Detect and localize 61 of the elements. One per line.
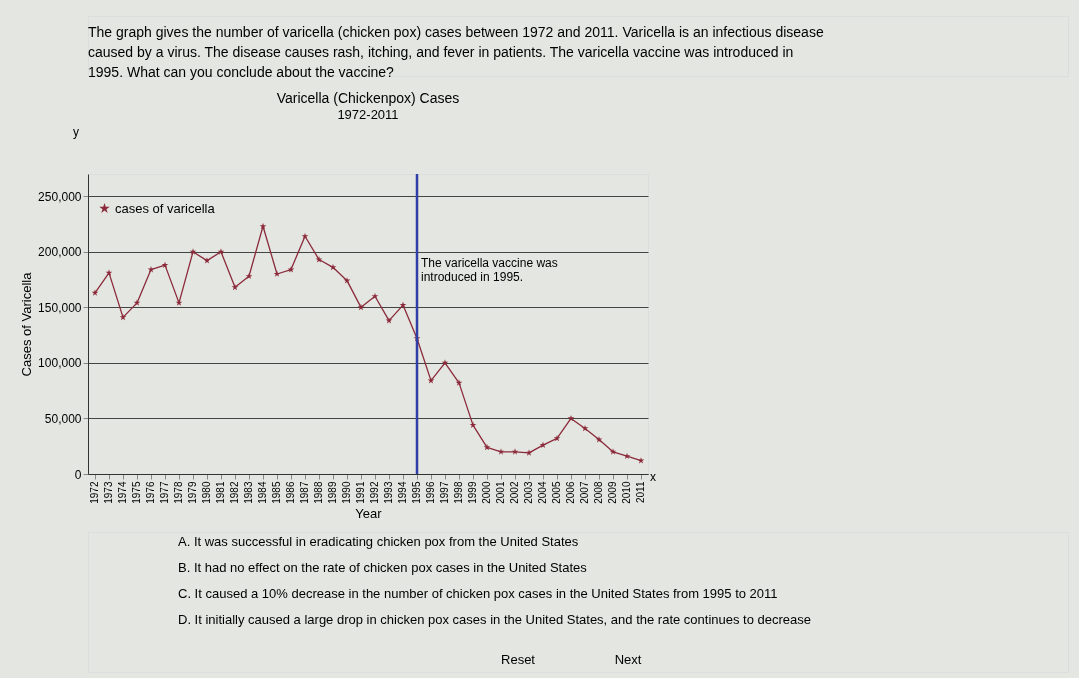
y-tick-label: 100,000 [38,356,82,371]
x-tick-label: 2001 [495,481,506,504]
x-tick-label: 1973 [103,481,114,504]
x-tick-label: 1993 [383,481,394,504]
y-tick-label: 150,000 [38,300,82,315]
y-tick-label: 0 [74,467,82,482]
x-tick-label: 2000 [481,481,492,504]
chart-title: Varicella (Chickenpox) Cases [276,90,460,106]
x-tick-label: 1983 [243,481,254,504]
x-tick-label: 1977 [159,481,170,504]
x-tick-label: 1976 [145,481,156,504]
x-tick-label: 1974 [117,481,128,504]
text: Reset [501,652,536,667]
text: B. It had no effect on the rate of chicken pox cases in the United States [178,560,588,575]
x-tick-label: 1985 [271,481,282,504]
x-tick-label: 1981 [215,481,226,504]
legend-label: cases of varicella [115,200,216,216]
ref-line-label: The varicella vaccine was introduced in 1995. [421,256,558,284]
x-tick-label: 1972 [89,481,100,504]
x-tick-label: 1994 [397,481,408,504]
x-tick-label: 1988 [313,481,324,504]
x-tick-label: 1990 [341,481,352,504]
x-tick-label: 1982 [229,481,240,504]
text: C. It caused a 10% decrease in the number of chicken pox cases in the United States from 1995 to 2011 [178,586,778,601]
x-tick-label: 2006 [565,481,576,504]
text: x [650,470,656,484]
y-tick-label: 200,000 [38,245,82,260]
text: A. It was successful in eradicating chicken pox from the United States [178,534,579,549]
x-tick-label: 1996 [425,481,436,504]
x-tick-label: 2009 [607,481,618,504]
y-axis-title: Cases of Varicella [19,271,35,377]
x-tick-label: 2005 [551,481,562,504]
x-tick-label: 1979 [187,481,198,504]
text: Next [614,652,642,667]
x-tick-label: 1998 [453,481,464,504]
x-tick-label: 1992 [369,481,380,504]
x-axis-title: Year [355,505,383,521]
x-tick-label: 1999 [467,481,478,504]
x-tick-label: 2008 [593,481,604,504]
x-tick-label: 1987 [299,481,310,504]
x-tick-label: 1991 [355,481,366,504]
y-tick-label: 50,000 [44,411,82,426]
chart-subtitle: 1972-2011 [337,107,399,122]
text: y [73,125,79,139]
x-tick-label: 1997 [439,481,450,504]
x-tick-label: 2011 [635,481,646,504]
x-tick-label: 1986 [285,481,296,504]
x-tick-label: 2004 [537,481,548,504]
x-tick-label: 1989 [327,481,338,504]
x-tick-label: 2007 [579,481,590,504]
x-tick-label: 1980 [201,481,212,504]
x-tick-label: 2003 [523,481,534,504]
x-tick-label: 2010 [621,481,632,504]
y-tick-label: 250,000 [38,189,82,204]
x-tick-label: 2002 [509,481,520,504]
text: D. It initially caused a large drop in chicken pox cases in the United States, and the rate continues to decrease [178,612,812,627]
x-tick-label: 1975 [131,481,142,504]
x-tick-label: 1978 [173,481,184,504]
x-tick-label: 1995 [411,481,422,504]
x-tick-label: 1984 [257,481,268,504]
text: The graph gives the number of varicella (chicken pox) cases between 1972 and 2011. Varicella is an infectious disease caused by a virus. The disease causes rash, itching, and fever in patients. The varicella vaccine was introduced in 1995. What can you conclude about the vaccine? [88,24,824,80]
